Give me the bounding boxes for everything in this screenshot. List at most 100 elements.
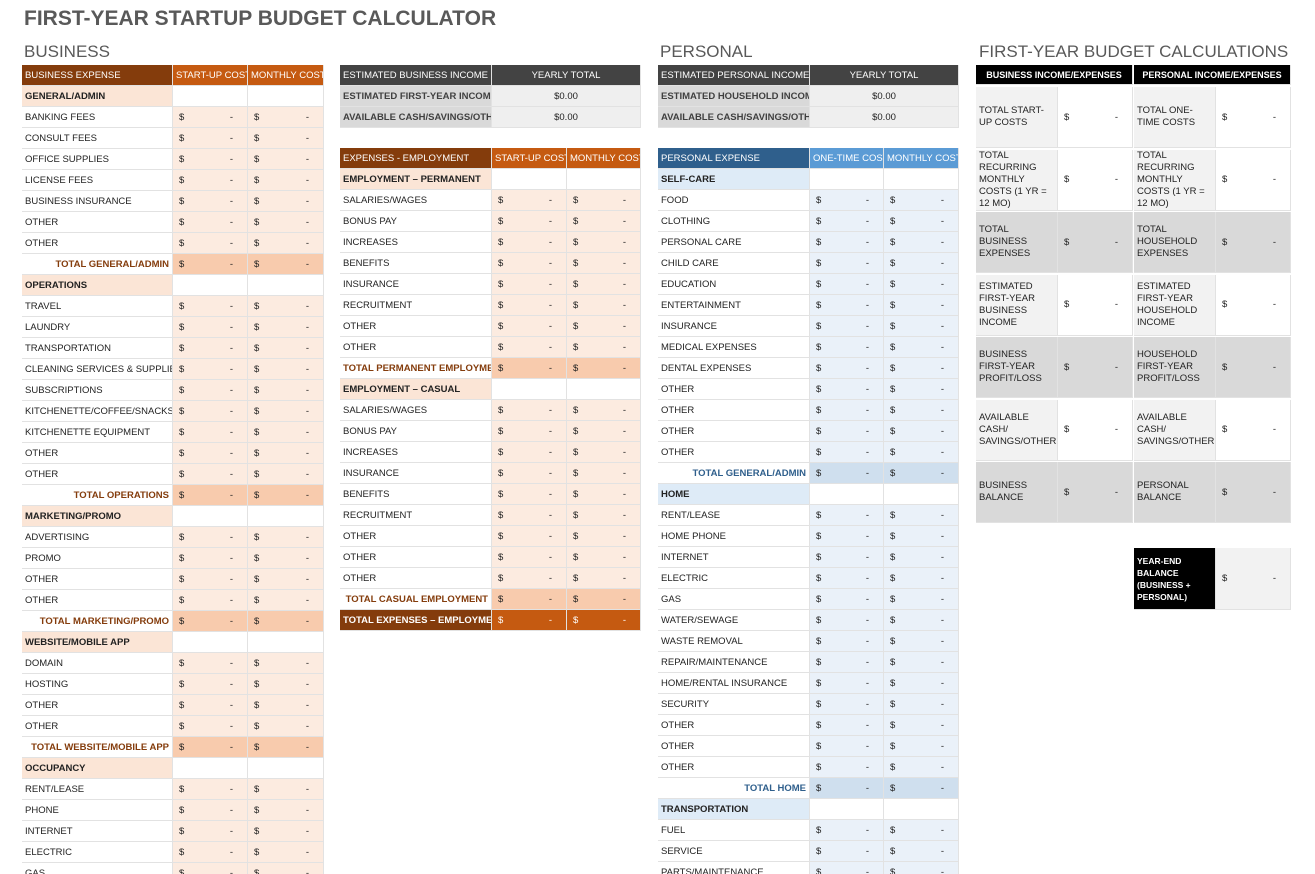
amount-cell: $ -: [567, 610, 641, 631]
row-label: ENTERTAINMENT: [658, 295, 810, 316]
amount: -: [865, 825, 869, 836]
row-label: TOTAL ONE-TIME COSTS: [1134, 87, 1216, 148]
amount: -: [865, 867, 869, 874]
column-header: MONTHLY COST: [884, 148, 959, 169]
currency-symbol: $: [498, 279, 504, 290]
column-header: YEARLY TOTAL: [810, 65, 959, 86]
amount: -: [622, 531, 626, 542]
currency-symbol: $: [890, 552, 896, 563]
amount: -: [229, 742, 233, 753]
amount-cell: $ -: [248, 695, 324, 716]
currency-symbol: $: [179, 658, 185, 669]
amount-cell: $ -: [884, 400, 959, 421]
amount: -: [940, 573, 944, 584]
row-label: ADVERTISING: [22, 527, 173, 548]
amount-cell: $ -: [248, 422, 324, 443]
currency-symbol: $: [179, 553, 185, 564]
row-label: OTHER: [658, 442, 810, 463]
currency-symbol: $: [179, 301, 185, 312]
amount-cell: $ -: [248, 296, 324, 317]
amount: -: [1114, 174, 1118, 185]
row-value: $0.00: [492, 86, 641, 107]
section-heading: PERSONAL: [660, 42, 753, 61]
amount: -: [305, 385, 309, 396]
amount-cell: $ -: [810, 379, 884, 400]
row-label: OTHER: [340, 568, 492, 589]
amount: -: [548, 237, 552, 248]
row-label: DOMAIN: [22, 653, 173, 674]
amount-cell: $ -: [884, 295, 959, 316]
currency-symbol: $: [179, 112, 185, 123]
amount-cell: $ -: [1058, 399, 1133, 461]
amount-cell: $ -: [248, 401, 324, 422]
row-label: AVAILABLE CASH/SAVINGS/OTHER: [658, 107, 810, 128]
amount: -: [940, 699, 944, 710]
amount: -: [1272, 486, 1276, 498]
amount: -: [865, 615, 869, 626]
amount: -: [622, 363, 626, 374]
amount-cell: $ -: [884, 778, 959, 799]
amount: -: [1272, 361, 1276, 373]
amount: -: [548, 258, 552, 269]
amount: -: [1272, 573, 1276, 584]
amount-cell: $ -: [567, 547, 641, 568]
amount-cell: $ -: [492, 505, 567, 526]
currency-symbol: $: [573, 258, 579, 269]
currency-symbol: $: [816, 468, 822, 479]
row-label: GAS: [658, 589, 810, 610]
column-header: ONE-TIME COST: [810, 148, 884, 169]
amount-cell: $ -: [248, 569, 324, 590]
row-label: HOSTING: [22, 674, 173, 695]
currency-symbol: $: [498, 237, 504, 248]
amount: -: [305, 868, 309, 874]
currency-symbol: $: [498, 342, 504, 353]
amount-cell: $ -: [492, 274, 567, 295]
amount: -: [305, 490, 309, 501]
currency-symbol: $: [1064, 424, 1070, 435]
amount: -: [305, 133, 309, 144]
currency-symbol: $: [1064, 361, 1070, 373]
amount-cell: $ -: [173, 149, 248, 170]
currency-symbol: $: [816, 531, 822, 542]
total-label: TOTAL WEBSITE/MOBILE APP: [22, 737, 173, 758]
row-label: SECURITY: [658, 694, 810, 715]
amount-cell: $ -: [884, 463, 959, 484]
row-label: OTHER: [658, 421, 810, 442]
amount-cell: $ -: [567, 358, 641, 379]
amount: -: [305, 784, 309, 795]
amount: -: [305, 469, 309, 480]
currency-symbol: $: [573, 468, 579, 479]
amount: -: [1114, 361, 1118, 373]
amount-cell: $ -: [248, 653, 324, 674]
amount-cell: $ -: [248, 485, 324, 506]
row-label: LICENSE FEES: [22, 170, 173, 191]
amount-cell: $ -: [248, 779, 324, 800]
amount-cell: $ -: [567, 295, 641, 316]
amount-cell: $ -: [248, 842, 324, 863]
amount-cell: $ -: [810, 232, 884, 253]
amount-cell: $ -: [1058, 274, 1133, 336]
amount: -: [1272, 236, 1276, 248]
currency-symbol: $: [179, 826, 185, 837]
amount: -: [622, 510, 626, 521]
amount-cell: $ -: [810, 610, 884, 631]
amount: -: [622, 405, 626, 416]
currency-symbol: $: [498, 321, 504, 332]
currency-symbol: $: [254, 301, 260, 312]
amount-cell: $ -: [1058, 87, 1133, 148]
amount: -: [229, 826, 233, 837]
row-label: ESTIMATED FIRST-YEAR HOUSEHOLD INCOME: [1134, 274, 1216, 336]
currency-symbol: $: [816, 594, 822, 605]
amount-cell: $ -: [492, 211, 567, 232]
amount: -: [229, 343, 233, 354]
blank-cell: [567, 169, 641, 190]
blank-cell: [248, 758, 324, 779]
amount: -: [865, 195, 869, 206]
amount: -: [229, 406, 233, 417]
row-label: ESTIMATED FIRST-YEAR INCOME: [340, 86, 492, 107]
amount-cell: $ -: [1058, 462, 1133, 523]
currency-symbol: $: [254, 427, 260, 438]
row-label: INCREASES: [340, 232, 492, 253]
section-heading: FIRST-YEAR BUDGET CALCULATIONS: [979, 42, 1289, 61]
currency-symbol: $: [816, 762, 822, 773]
